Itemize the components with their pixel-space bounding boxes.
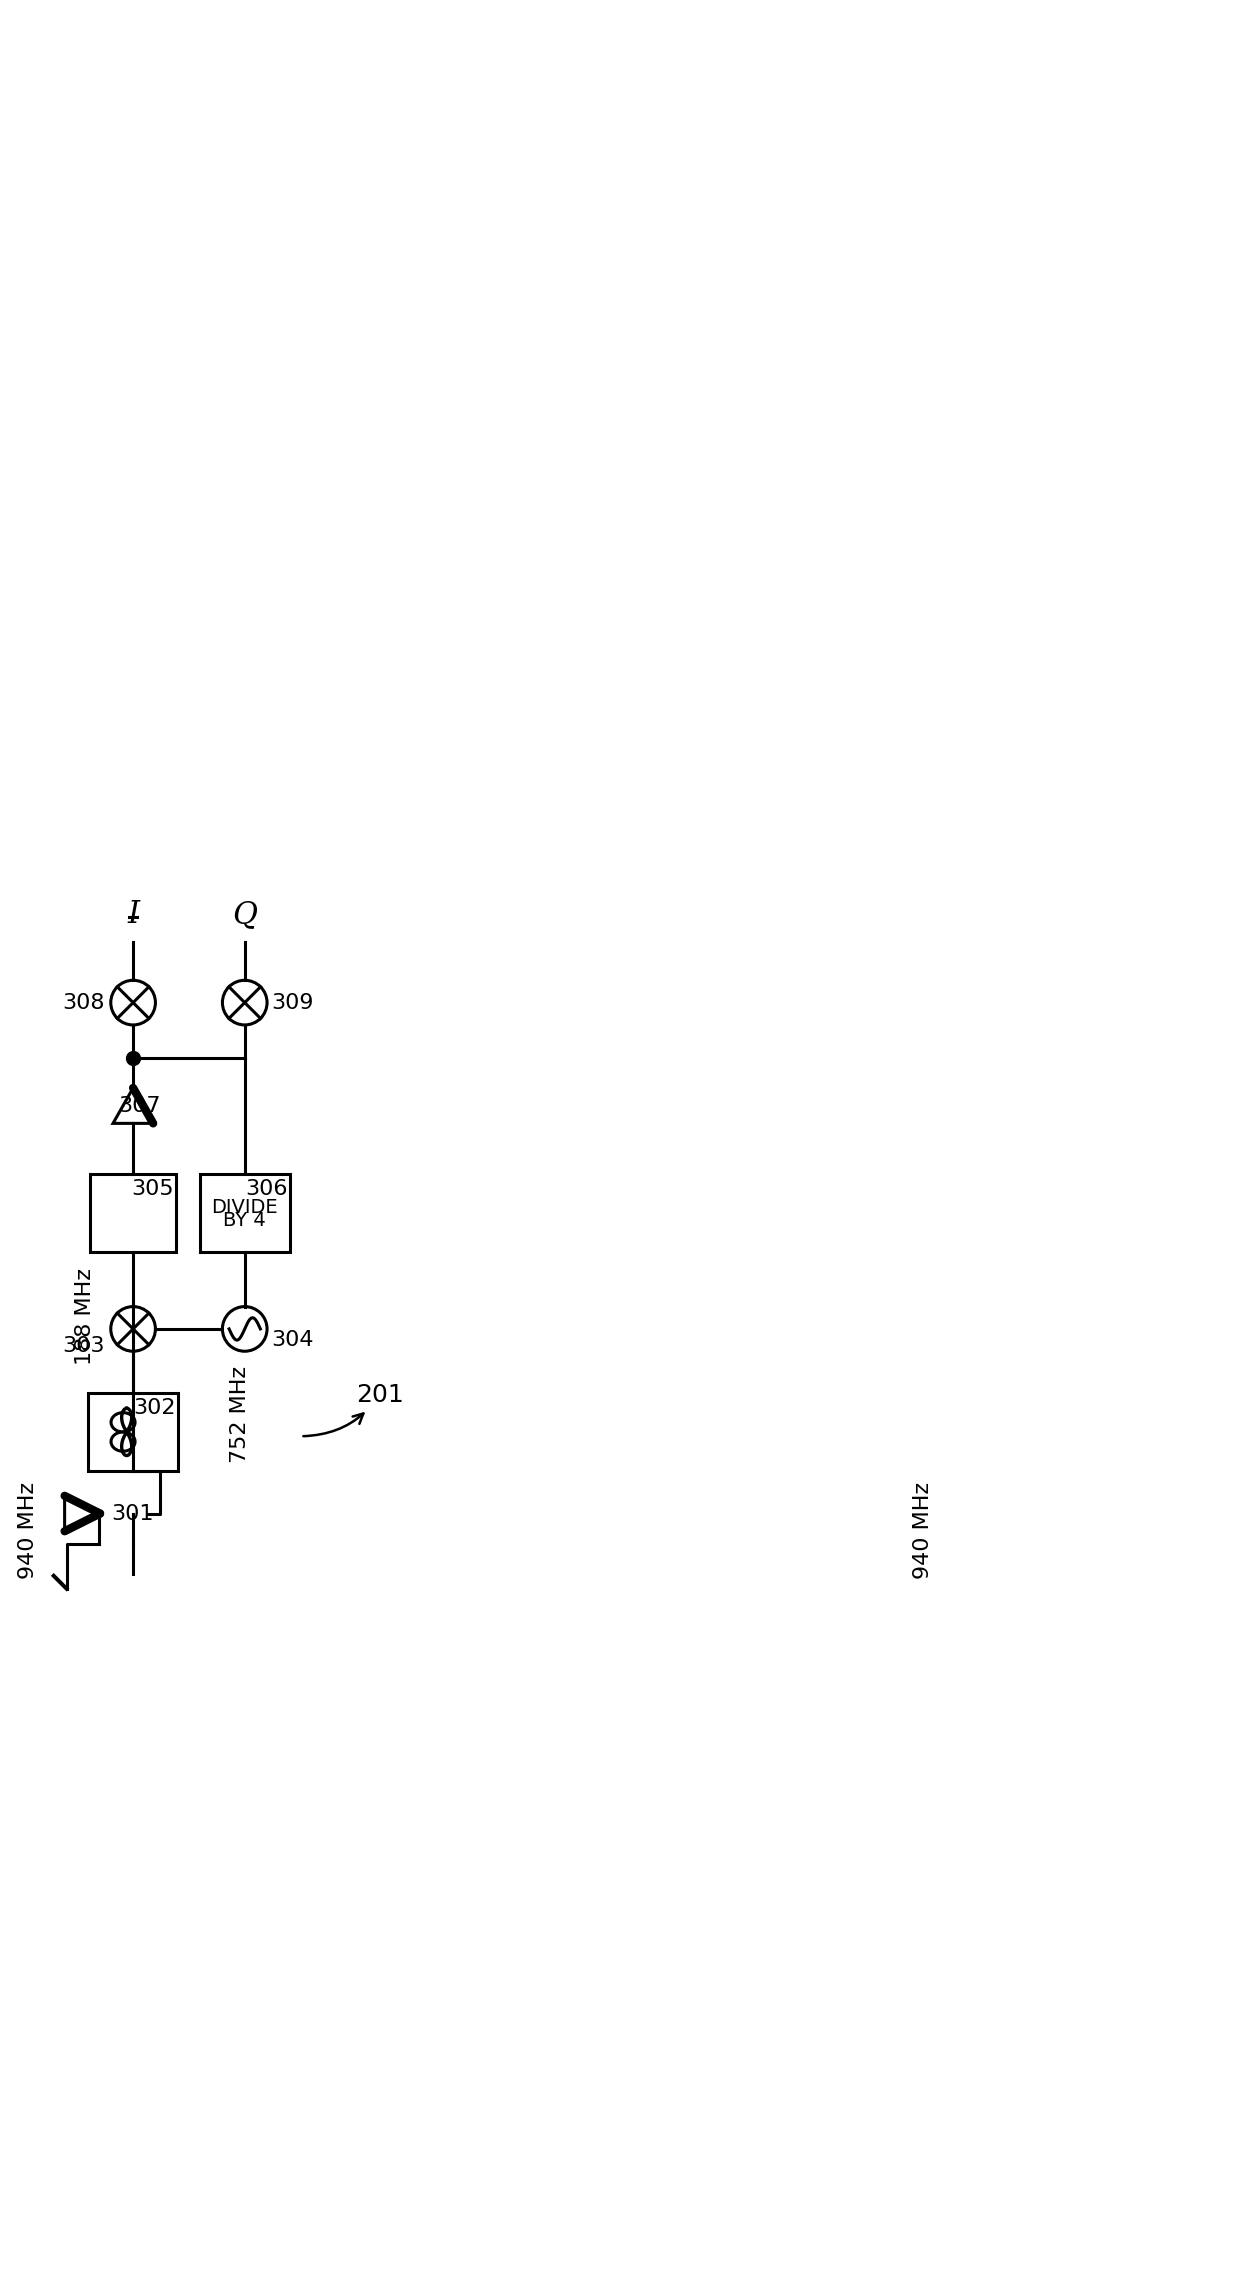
Text: 304: 304 [272, 1329, 314, 1350]
Text: 303: 303 [62, 1336, 104, 1357]
Text: 188 MHz: 188 MHz [74, 1268, 95, 1363]
Text: DIVIDE: DIVIDE [211, 1199, 278, 1218]
Text: 307: 307 [118, 1097, 161, 1115]
Text: I: I [128, 898, 139, 930]
Text: 309: 309 [272, 992, 314, 1012]
Text: 940 MHz: 940 MHz [17, 1482, 38, 1580]
Text: 306: 306 [246, 1179, 288, 1199]
Bar [91, 1174, 176, 1252]
Text: 201: 201 [304, 1384, 404, 1436]
Text: 305: 305 [131, 1179, 174, 1199]
Text: BY 4: BY 4 [223, 1211, 267, 1231]
Bar [88, 1393, 179, 1471]
Text: 940 MHz: 940 MHz [913, 1482, 934, 1580]
Text: 308: 308 [62, 992, 104, 1012]
Text: 302: 302 [134, 1398, 176, 1418]
Text: Q: Q [232, 898, 257, 930]
Text: 752 MHz: 752 MHz [231, 1366, 250, 1464]
Text: 301: 301 [112, 1503, 154, 1523]
Bar [200, 1174, 290, 1252]
